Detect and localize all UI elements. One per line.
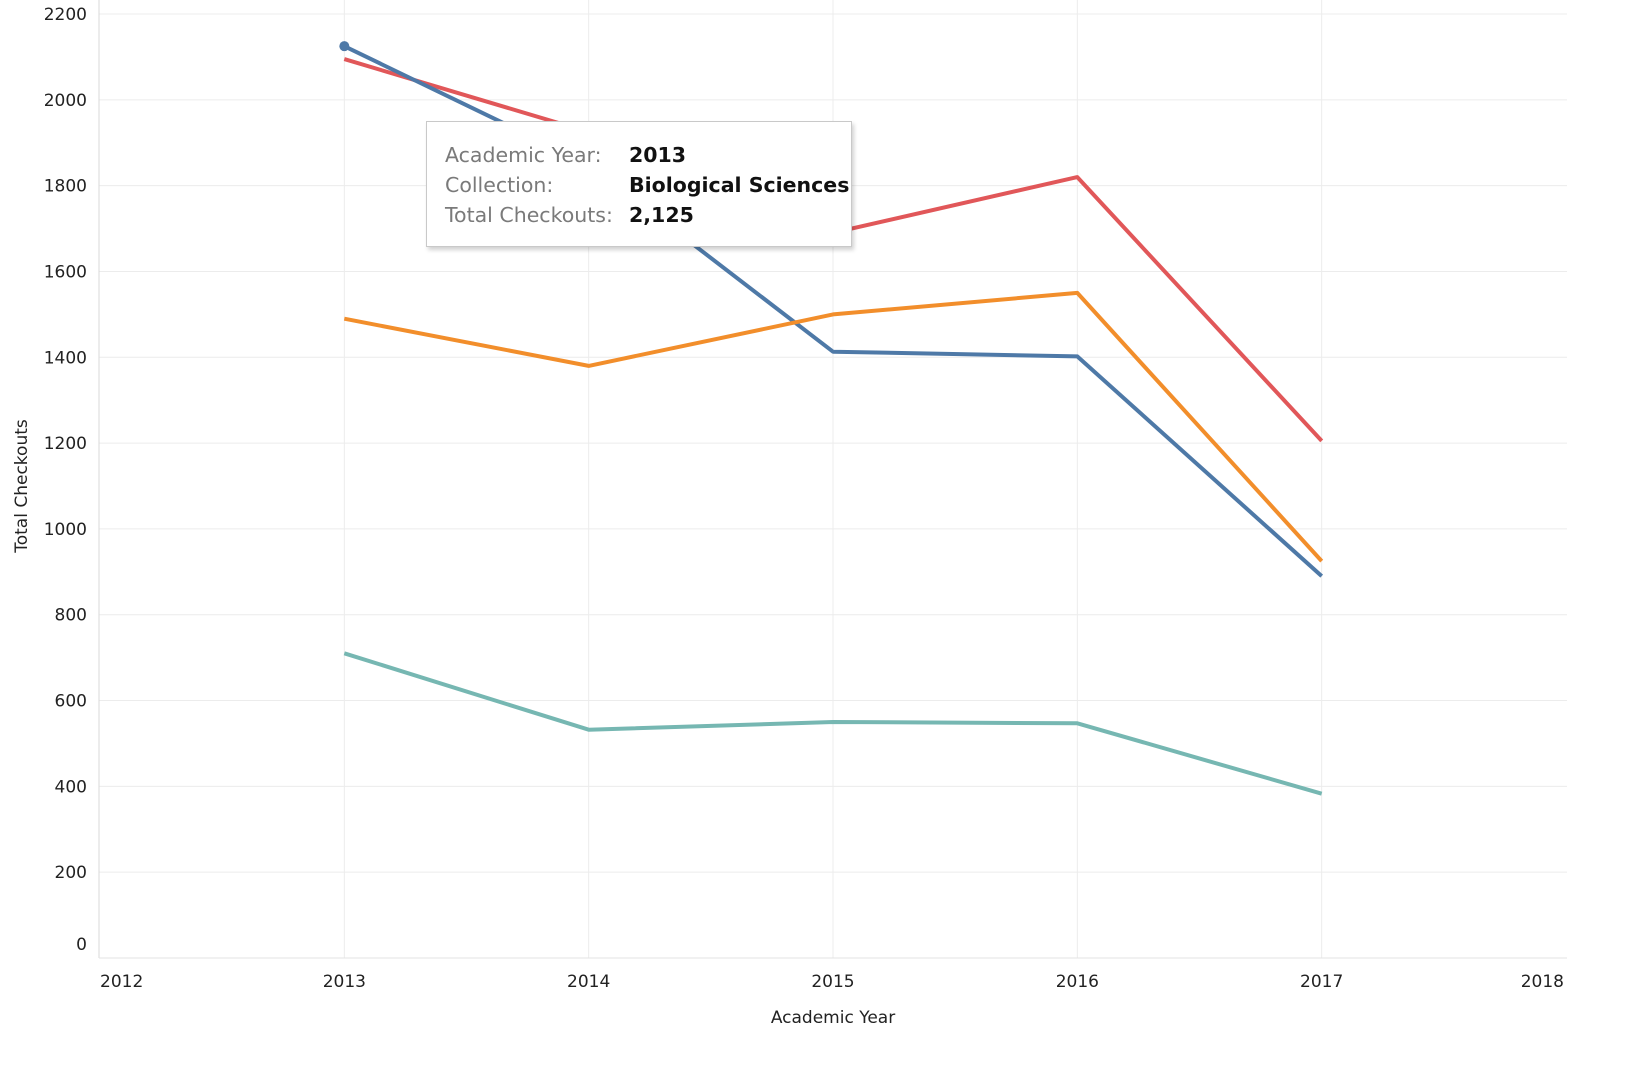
tooltip-key: Total Checkouts: bbox=[445, 203, 613, 227]
tooltip-value: 2013 bbox=[629, 143, 687, 167]
tooltip: Academic Year: 2013 Collection: Biologic… bbox=[426, 121, 852, 247]
series-lines bbox=[339, 41, 1324, 796]
tooltip-value: Biological Sciences bbox=[629, 173, 850, 197]
y-tick-label: 1600 bbox=[44, 262, 87, 282]
y-tick-label: 0 bbox=[76, 935, 87, 955]
y-tick-label: 1200 bbox=[44, 434, 87, 454]
tooltip-key: Academic Year: bbox=[445, 143, 602, 167]
series-line-2[interactable] bbox=[343, 290, 1324, 563]
y-tick-label: 600 bbox=[55, 692, 87, 712]
y-tick-label: 1800 bbox=[44, 177, 87, 197]
axes bbox=[98, 0, 1567, 959]
y-tick-label: 1400 bbox=[44, 348, 87, 368]
grid bbox=[99, 0, 1567, 958]
y-axis-title: Total Checkouts bbox=[12, 419, 32, 554]
series-line-3[interactable] bbox=[343, 651, 1323, 796]
tooltip-key: Collection: bbox=[445, 173, 554, 197]
highlighted-data-point[interactable] bbox=[339, 41, 350, 52]
x-tick-label: 2013 bbox=[323, 972, 366, 992]
x-tick-label: 2014 bbox=[567, 972, 610, 992]
tooltip-row-year: Academic Year: 2013 bbox=[445, 140, 851, 170]
y-tick-label: 2000 bbox=[44, 91, 87, 111]
y-tick-label: 400 bbox=[55, 777, 87, 797]
y-tick-label: 2200 bbox=[44, 5, 87, 25]
x-tick-label: 2012 bbox=[100, 972, 143, 992]
x-tick-label: 2016 bbox=[1056, 972, 1099, 992]
x-tick-label: 2015 bbox=[811, 972, 854, 992]
tooltip-row-collection: Collection: Biological Sciences bbox=[445, 170, 851, 200]
y-tick-label: 800 bbox=[55, 606, 87, 626]
x-tick-label: 2018 bbox=[1521, 972, 1564, 992]
axis-labels: 0 200 400 600 800 1000 1200 1400 1600 1800 2000 220… bbox=[44, 5, 1564, 992]
x-tick-label: 2017 bbox=[1300, 972, 1343, 992]
y-tick-label: 200 bbox=[55, 863, 87, 883]
tooltip-row-checkouts: Total Checkouts: 2,125 bbox=[445, 200, 851, 230]
y-tick-label: 1000 bbox=[44, 520, 87, 540]
tooltip-value: 2,125 bbox=[629, 203, 694, 227]
x-axis-title: Academic Year bbox=[771, 1008, 895, 1028]
